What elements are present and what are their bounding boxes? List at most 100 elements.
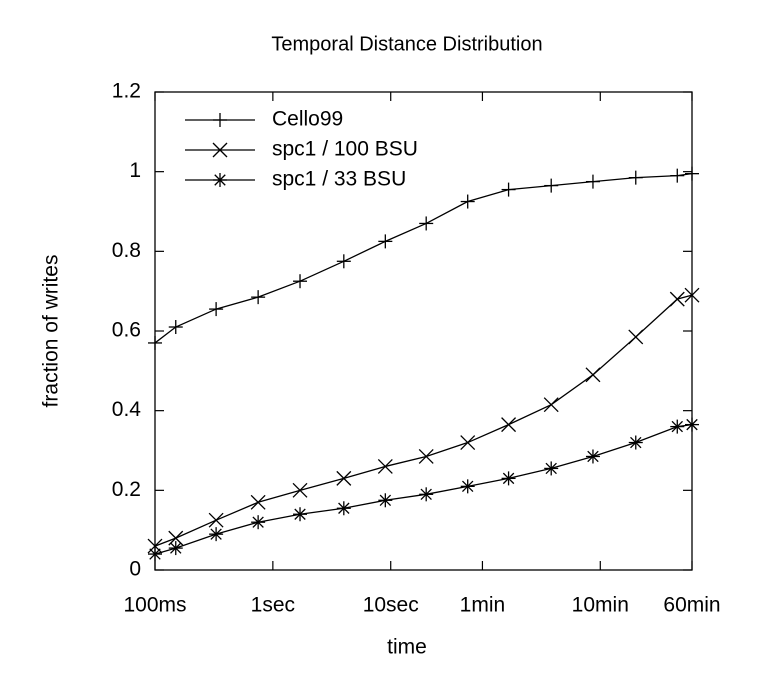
x-tick-label: 100ms bbox=[123, 594, 186, 617]
marker bbox=[684, 287, 700, 303]
marker-stroke bbox=[543, 397, 559, 413]
marker-stroke bbox=[420, 488, 432, 501]
marker bbox=[501, 182, 516, 197]
marker bbox=[460, 479, 475, 494]
marker bbox=[419, 216, 434, 231]
x-tick-label: 10min bbox=[572, 594, 629, 617]
marker bbox=[628, 170, 643, 185]
marker bbox=[251, 290, 266, 305]
marker-stroke bbox=[686, 418, 698, 431]
marker-stroke bbox=[149, 548, 161, 560]
marker bbox=[209, 527, 224, 542]
marker bbox=[585, 449, 600, 464]
x-tick-label: 10sec bbox=[363, 594, 419, 617]
marker bbox=[628, 329, 644, 345]
legend-marker bbox=[213, 113, 227, 127]
marker bbox=[418, 449, 434, 464]
marker bbox=[293, 274, 308, 289]
marker bbox=[685, 417, 699, 432]
marker-stroke bbox=[292, 482, 308, 498]
series-line bbox=[154, 173, 693, 344]
y-tick-label: 0 bbox=[129, 558, 141, 581]
marker-stroke bbox=[210, 528, 222, 540]
marker-stroke bbox=[377, 458, 393, 474]
marker bbox=[460, 194, 475, 209]
y-tick-label: 0.8 bbox=[112, 239, 141, 262]
marker bbox=[208, 512, 224, 528]
marker-stroke bbox=[250, 494, 266, 510]
legend-label: Cello99 bbox=[272, 108, 343, 131]
series-line bbox=[154, 423, 693, 555]
marker-stroke bbox=[628, 329, 644, 345]
marker-stroke bbox=[585, 367, 601, 383]
marker-stroke bbox=[669, 291, 685, 307]
x-axis-label: time bbox=[387, 636, 427, 659]
plot-frame bbox=[154, 91, 693, 571]
marker bbox=[460, 435, 476, 450]
marker bbox=[168, 320, 183, 335]
marker bbox=[251, 515, 266, 530]
marker bbox=[685, 166, 699, 181]
marker bbox=[585, 367, 601, 383]
marker bbox=[378, 234, 393, 249]
x-tick-label: 60min bbox=[663, 594, 720, 617]
legend-marker bbox=[213, 173, 227, 187]
series-line bbox=[154, 294, 693, 547]
marker bbox=[336, 254, 351, 269]
y-tick-label: 0.4 bbox=[112, 398, 142, 421]
marker-stroke bbox=[671, 420, 683, 433]
marker bbox=[293, 507, 308, 522]
marker-stroke bbox=[170, 542, 182, 554]
marker-stroke bbox=[418, 449, 434, 464]
legend-label: spc1 / 33 BSU bbox=[272, 168, 406, 191]
chart-title: Temporal Distance Distribution bbox=[271, 33, 542, 55]
marker-stroke bbox=[252, 516, 264, 528]
marker-stroke bbox=[212, 142, 228, 158]
marker bbox=[544, 178, 559, 193]
marker bbox=[148, 335, 162, 350]
legend-marker bbox=[212, 142, 228, 158]
marker bbox=[419, 487, 434, 502]
marker-stroke bbox=[336, 470, 352, 486]
x-tick-label: 1sec bbox=[251, 594, 295, 617]
marker bbox=[670, 419, 685, 434]
y-axis-label: fraction of writes bbox=[40, 255, 63, 408]
marker-stroke bbox=[502, 472, 515, 485]
marker-stroke bbox=[214, 174, 226, 186]
marker-stroke bbox=[379, 494, 392, 507]
marker bbox=[378, 493, 393, 508]
marker bbox=[209, 302, 224, 317]
marker-stroke bbox=[208, 512, 224, 528]
marker bbox=[585, 174, 600, 189]
marker bbox=[543, 397, 559, 413]
marker bbox=[336, 501, 351, 516]
marker-stroke bbox=[545, 462, 557, 475]
marker bbox=[501, 471, 516, 486]
marker-stroke bbox=[147, 538, 163, 554]
marker bbox=[250, 494, 266, 510]
marker-stroke bbox=[460, 435, 476, 450]
marker bbox=[336, 470, 352, 486]
marker-stroke bbox=[587, 450, 599, 463]
marker-stroke bbox=[684, 287, 700, 303]
legend-label: spc1 / 100 BSU bbox=[272, 138, 418, 161]
marker-stroke bbox=[294, 508, 306, 520]
marker-stroke bbox=[461, 480, 474, 493]
marker bbox=[501, 417, 517, 433]
marker bbox=[148, 547, 162, 562]
marker bbox=[669, 291, 685, 307]
marker bbox=[168, 541, 183, 556]
marker-stroke bbox=[630, 436, 642, 449]
marker-stroke bbox=[501, 417, 517, 433]
y-tick-label: 1.2 bbox=[112, 80, 141, 103]
y-tick-label: 1 bbox=[129, 159, 141, 182]
y-tick-label: 0.6 bbox=[112, 319, 141, 342]
marker bbox=[377, 458, 393, 474]
marker bbox=[292, 482, 308, 498]
marker bbox=[544, 461, 559, 476]
x-tick-label: 1min bbox=[460, 594, 506, 617]
marker-stroke bbox=[338, 502, 350, 514]
marker bbox=[147, 538, 163, 554]
